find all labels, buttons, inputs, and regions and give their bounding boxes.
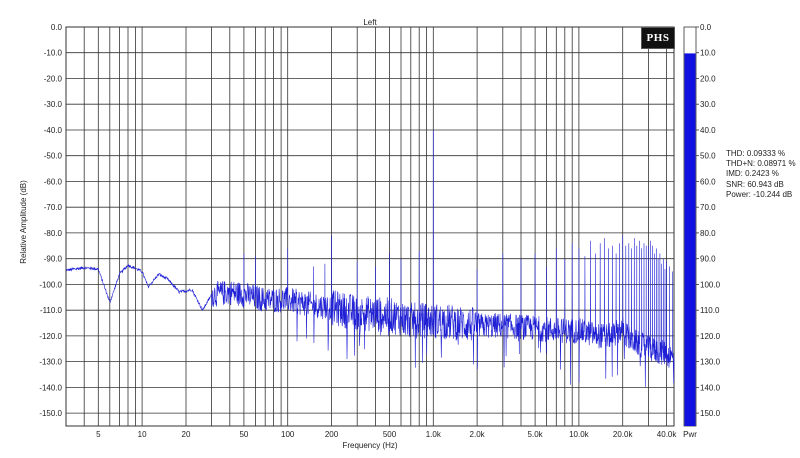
y-tick-label: -30.0 bbox=[44, 100, 63, 109]
x-tick-label: 10 bbox=[138, 430, 147, 439]
power-bar-label: Pwr bbox=[683, 430, 697, 439]
plot-grid bbox=[65, 26, 675, 427]
chart-title: Left bbox=[363, 18, 377, 27]
y-tick-label: -80.0 bbox=[44, 229, 63, 238]
x-axis-label: Frequency (Hz) bbox=[342, 441, 397, 450]
power-bar-tick-label: 50.0 bbox=[700, 152, 716, 161]
x-tick-label: 500 bbox=[383, 430, 397, 439]
power-bar-tick-label: 110.0 bbox=[700, 306, 720, 315]
x-tick-label: 1.0k bbox=[426, 430, 442, 439]
x-tick-label: 50 bbox=[239, 430, 248, 439]
x-tick-label: 10.0k bbox=[569, 430, 590, 439]
y-tick-label: -100.0 bbox=[39, 280, 62, 289]
stats-panel: THD: 0.09333 % THD+N: 0.08971 % IMD: 0.2… bbox=[726, 149, 796, 200]
x-tick-label: 200 bbox=[325, 430, 339, 439]
power-bar-fill bbox=[684, 53, 696, 427]
power-readout: Power: -10.244 dB bbox=[726, 189, 793, 199]
x-tick-label: 2.0k bbox=[470, 430, 486, 439]
y-tick-label: 0.0 bbox=[51, 23, 63, 32]
power-bar-tick-label: 130.0 bbox=[700, 358, 721, 367]
x-tick-label: 20 bbox=[182, 430, 191, 439]
y-tick-label: -10.0 bbox=[44, 49, 63, 58]
y-tick-label: -90.0 bbox=[44, 255, 63, 264]
y-tick-label: -120.0 bbox=[39, 332, 62, 341]
power-bar-tick-label: 20.0 bbox=[700, 75, 716, 84]
plot-area bbox=[65, 26, 675, 427]
power-bar-tick-label: 90.0 bbox=[700, 255, 716, 264]
x-tick-label: 40.0k bbox=[657, 430, 678, 439]
y-tick-label: -140.0 bbox=[39, 383, 62, 392]
power-bar-tick-label: 70.0 bbox=[700, 203, 716, 212]
x-tick-label: 5 bbox=[96, 430, 101, 439]
x-axis-ticks: 5 10 20 50 100 200 500 1.0k 2.0k 5.0k 10.0k 20.0k 40… bbox=[96, 430, 677, 439]
phs-logo: PHS bbox=[642, 28, 674, 48]
power-bar-tick-label: 150.0 bbox=[700, 409, 721, 418]
y-tick-label: -110.0 bbox=[40, 306, 63, 315]
snr-readout: SNR: 60.943 dB bbox=[726, 179, 784, 189]
y-tick-label: -20.0 bbox=[44, 75, 63, 84]
y-tick-label: -70.0 bbox=[44, 203, 63, 212]
power-bar-tick-label: 40.0 bbox=[700, 126, 716, 135]
x-tick-label: 100 bbox=[281, 430, 295, 439]
power-bar-tick-label: 30.0 bbox=[700, 100, 716, 109]
thdn-readout: THD+N: 0.08971 % bbox=[726, 159, 796, 169]
y-axis-ticks: 0.0 -10.0 -20.0 -30.0 -40.0 -50.0 -60.0 -70.0 -8… bbox=[39, 23, 62, 418]
y-axis-label: Relative Amplitude (dB) bbox=[19, 180, 28, 264]
spectrum-trace bbox=[66, 129, 675, 387]
y-tick-label: -50.0 bbox=[44, 152, 63, 161]
x-tick-label: 5.0k bbox=[528, 430, 544, 439]
x-tick-label: 20.0k bbox=[613, 430, 634, 439]
power-bar: 0.0 10.0 20.0 30.0 40.0 50.0 60.0 70.0 80.0 90.0 1… bbox=[683, 23, 720, 439]
y-tick-label: -130.0 bbox=[39, 358, 62, 367]
thd-readout: THD: 0.09333 % bbox=[726, 149, 786, 158]
power-bar-tick-label: 100.0 bbox=[700, 280, 721, 289]
imd-readout: IMD: 0.2423 % bbox=[726, 169, 779, 179]
power-bar-tick-label: 10.0 bbox=[700, 49, 716, 58]
power-bar-tick-label: 120.0 bbox=[700, 332, 721, 341]
power-bar-tick-label: 80.0 bbox=[700, 229, 716, 238]
y-tick-label: -150.0 bbox=[39, 409, 62, 418]
power-bar-tick-label: 140.0 bbox=[700, 383, 721, 392]
y-tick-label: -60.0 bbox=[44, 178, 63, 187]
y-tick-label: -40.0 bbox=[44, 126, 63, 135]
spectrum-line bbox=[66, 129, 675, 387]
power-bar-tick-label: 0.0 bbox=[700, 23, 712, 32]
power-bar-tick-label: 60.0 bbox=[700, 178, 716, 187]
